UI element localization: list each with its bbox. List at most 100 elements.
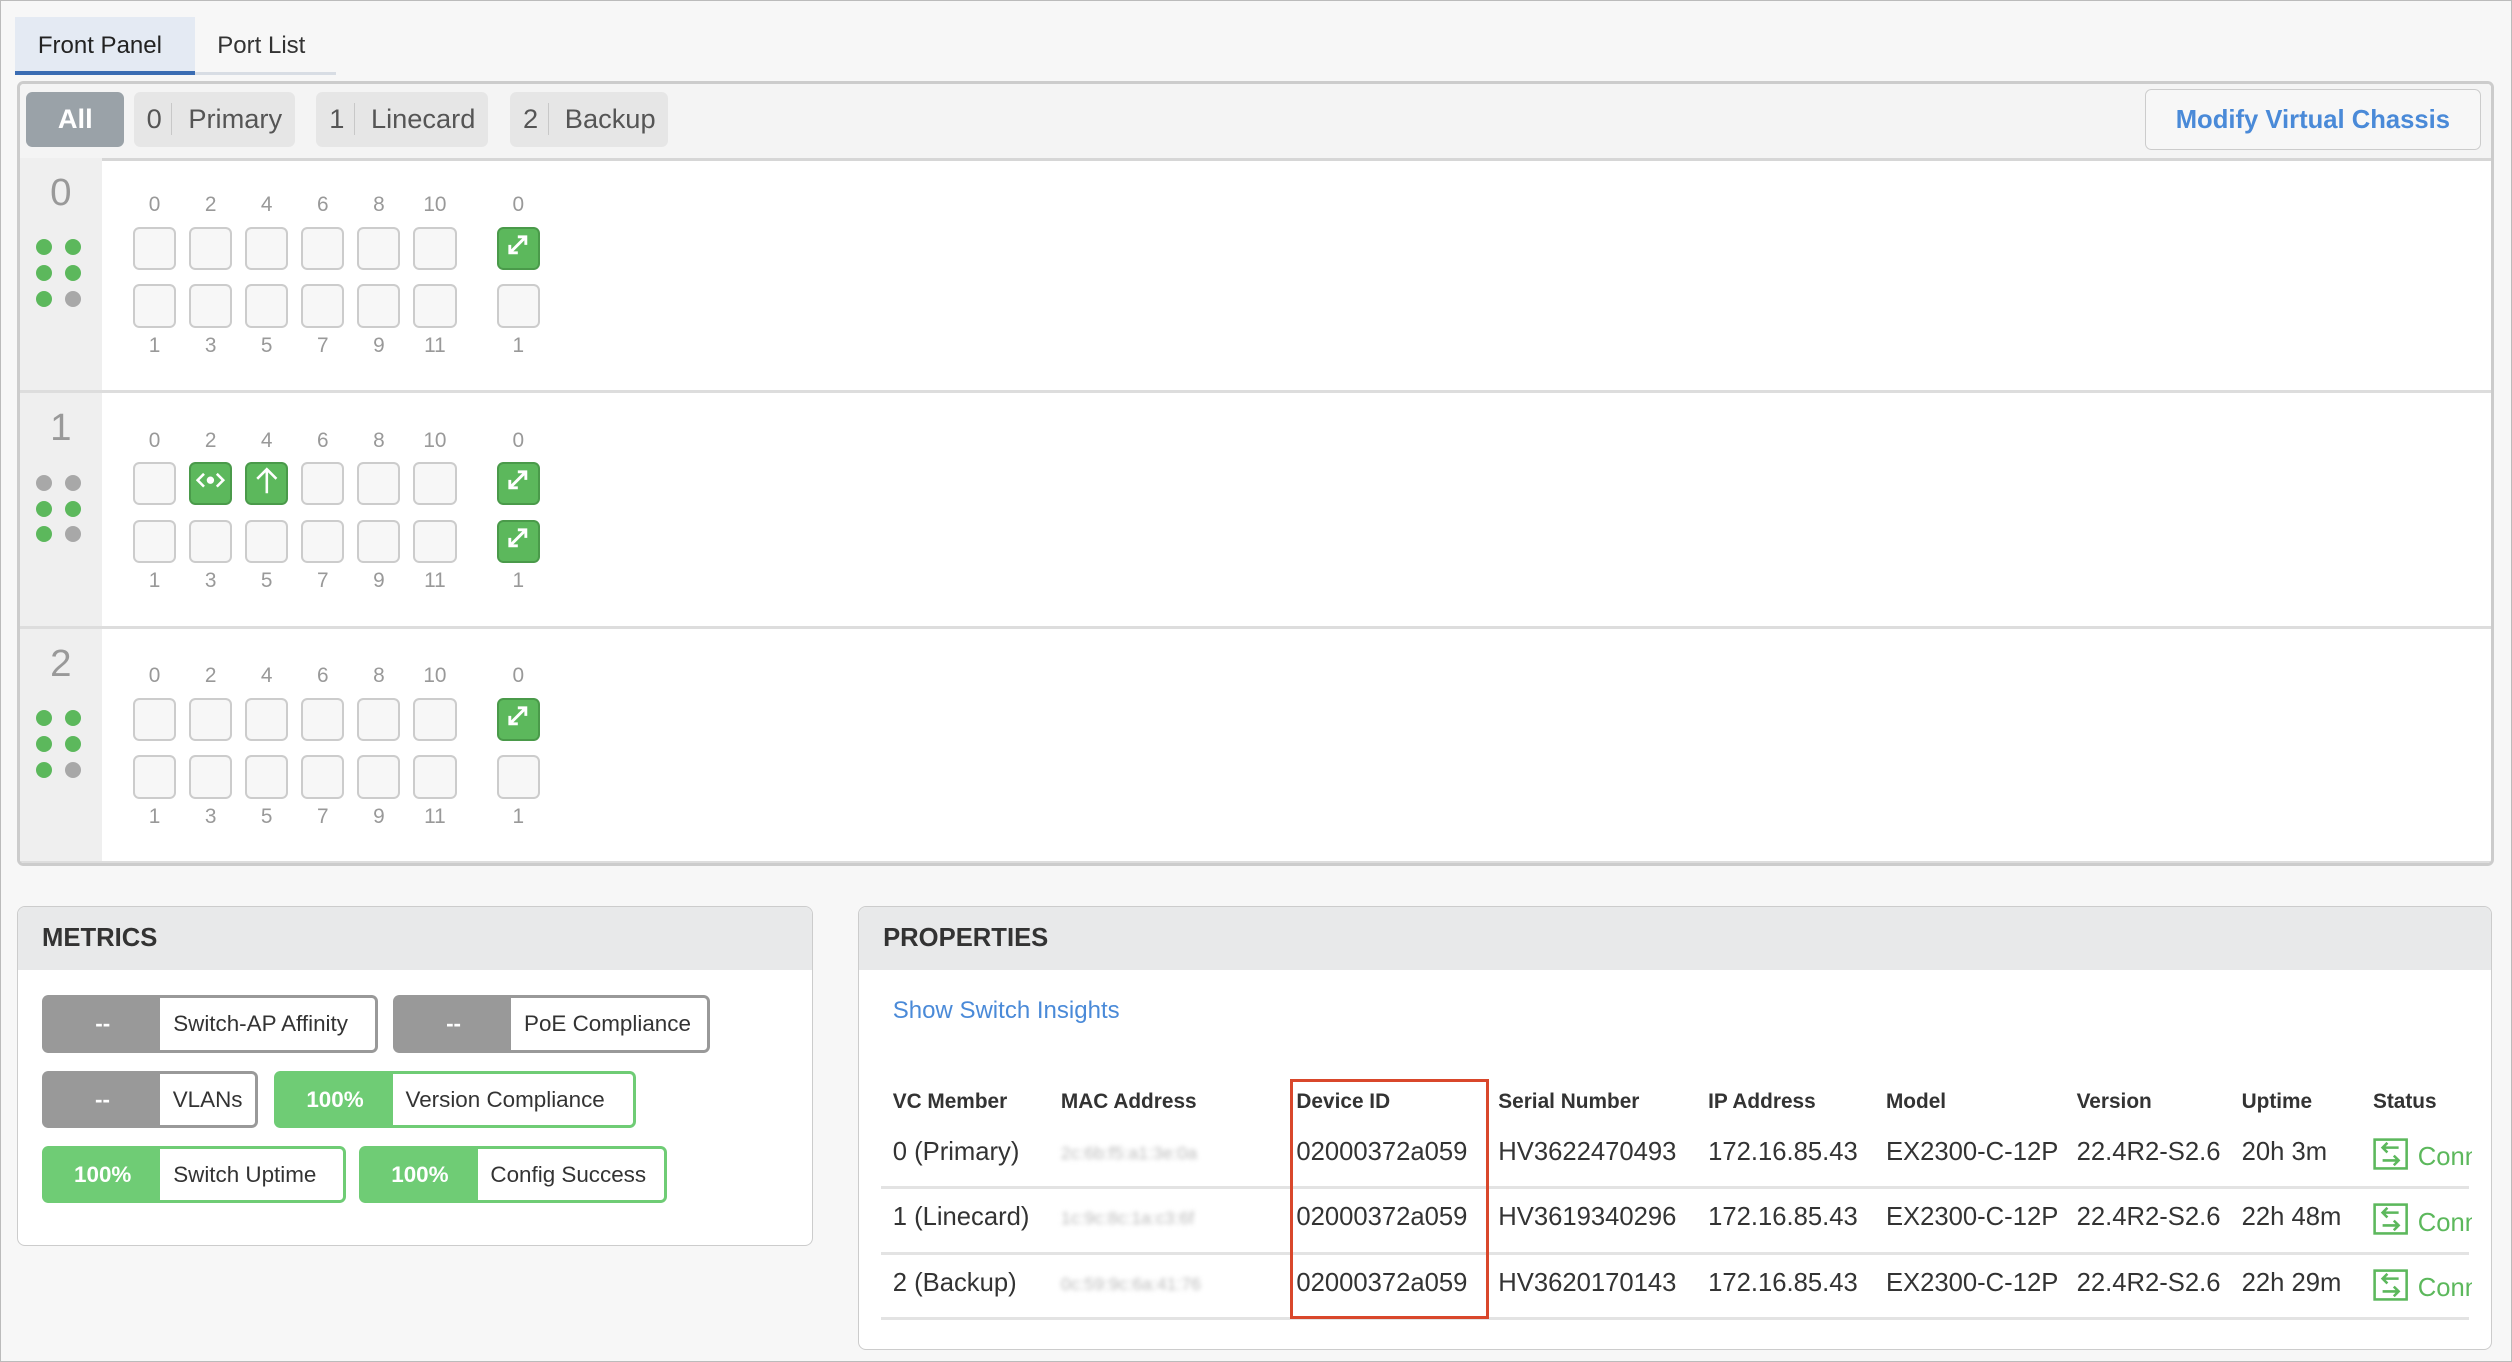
model-cell: EX2300-C-12P	[1885, 1269, 2059, 1298]
properties-card: PROPERTIES Show Switch Insights VC Membe…	[858, 906, 2493, 1350]
column-header[interactable]: MAC Address	[1060, 1089, 1197, 1113]
port-empty[interactable]	[245, 519, 289, 564]
column-header[interactable]: Device ID	[1296, 1089, 1391, 1113]
serial-cell: HV3622470493	[1498, 1137, 1677, 1166]
metric-label: VLANs	[159, 1073, 256, 1126]
show-switch-insights-link[interactable]: Show Switch Insights	[892, 996, 1120, 1024]
port-empty[interactable]	[301, 755, 345, 799]
metric-badge[interactable]: -- Switch-AP Affinity	[42, 995, 379, 1053]
port-empty[interactable]	[413, 284, 457, 328]
column-header[interactable]: IP Address	[1708, 1089, 1816, 1113]
port-uplink[interactable]	[496, 519, 540, 564]
column-header[interactable]: Version	[2076, 1089, 2152, 1113]
status-text: Connected	[2417, 1142, 2472, 1171]
port-empty[interactable]	[413, 462, 457, 506]
port-trunk[interactable]	[189, 462, 233, 506]
port-number-label: 6	[316, 428, 329, 452]
port-empty[interactable]	[301, 697, 345, 741]
column-header[interactable]: Serial Number	[1498, 1089, 1640, 1113]
metric-badge[interactable]: -- VLANs	[42, 1070, 259, 1129]
port-number-label: 6	[316, 193, 329, 217]
metrics-title: METRICS	[18, 907, 813, 970]
metrics-card: METRICS -- Switch-AP Affinity -- PoE Compli…	[17, 906, 814, 1246]
port-empty[interactable]	[301, 462, 345, 506]
filter-all-button[interactable]: All	[26, 92, 125, 147]
port-number-label: 9	[373, 569, 385, 593]
metric-label: Switch-AP Affinity	[160, 998, 376, 1050]
connected-icon	[2373, 1203, 2408, 1242]
member-number: 2	[50, 641, 72, 685]
port-number-label: 10	[423, 428, 447, 452]
port-empty[interactable]	[357, 697, 401, 741]
port-empty[interactable]	[413, 226, 457, 270]
mac-cell: 0c:59:9c:6a:41:76	[1060, 1273, 1201, 1294]
port-number-label: 11	[424, 334, 446, 357]
status-cell: Connected	[2373, 1269, 2472, 1308]
port-empty[interactable]	[132, 284, 177, 328]
metric-badge[interactable]: 100% Switch Uptime	[42, 1145, 347, 1204]
port-empty[interactable]	[132, 697, 177, 741]
port-empty[interactable]	[357, 462, 401, 506]
port-empty[interactable]	[357, 755, 401, 799]
status-led	[64, 526, 81, 543]
status-led	[64, 500, 81, 517]
port-empty[interactable]	[189, 519, 233, 564]
port-number-label: 11	[424, 569, 446, 593]
ip-cell: 172.16.85.43	[1708, 1137, 1858, 1166]
port-empty[interactable]	[413, 697, 457, 741]
port-number-label: 9	[373, 334, 385, 357]
filter-backup-button[interactable]: 2 Backup	[510, 92, 669, 147]
filter-linecard-button[interactable]: 1 Linecard	[316, 92, 489, 147]
port-empty[interactable]	[245, 755, 289, 799]
modify-virtual-chassis-button[interactable]: Modify Virtual Chassis	[2144, 88, 2482, 150]
column-header[interactable]: Status	[2372, 1089, 2437, 1113]
tab-port-list[interactable]: Port List	[194, 17, 336, 75]
column-header[interactable]: Uptime	[2241, 1089, 2313, 1113]
tab-front-panel[interactable]: Front Panel	[15, 17, 195, 75]
port-number-label: 7	[316, 804, 329, 828]
port-number-label: 3	[204, 334, 217, 357]
port-empty[interactable]	[413, 519, 457, 564]
status-led	[36, 736, 53, 753]
port-empty[interactable]	[132, 755, 177, 799]
uplink-arrows-icon	[505, 525, 531, 558]
column-header[interactable]: VC Member	[892, 1089, 1008, 1113]
status-led	[36, 290, 53, 307]
member-cell: 0 (Primary)	[892, 1137, 1020, 1166]
metric-label: Version Compliance	[392, 1073, 634, 1126]
metric-badge[interactable]: 100% Config Success	[359, 1145, 667, 1204]
port-empty[interactable]	[301, 519, 345, 564]
port-empty[interactable]	[413, 755, 457, 799]
port-empty[interactable]	[496, 755, 540, 799]
port-empty[interactable]	[132, 519, 177, 564]
port-empty[interactable]	[357, 284, 401, 328]
port-empty[interactable]	[496, 284, 540, 328]
port-uplink-arrow[interactable]	[245, 462, 289, 506]
port-empty[interactable]	[301, 226, 345, 270]
port-empty[interactable]	[357, 226, 401, 270]
metric-value: --	[446, 1011, 462, 1037]
column-header[interactable]: Model	[1885, 1089, 1947, 1113]
port-uplink[interactable]	[496, 226, 540, 270]
port-empty[interactable]	[357, 519, 401, 564]
port-empty[interactable]	[301, 284, 345, 328]
filter-primary-button[interactable]: 0 Primary	[133, 92, 295, 147]
port-number-label: 6	[316, 664, 329, 687]
port-empty[interactable]	[189, 697, 233, 741]
port-empty[interactable]	[245, 697, 289, 741]
port-empty[interactable]	[132, 226, 177, 270]
connected-icon	[2373, 1269, 2408, 1308]
port-uplink[interactable]	[496, 462, 540, 506]
port-empty[interactable]	[132, 462, 177, 506]
metric-badge[interactable]: -- PoE Compliance	[392, 995, 711, 1053]
trunk-port-icon	[196, 469, 226, 498]
port-empty[interactable]	[245, 226, 289, 270]
port-empty[interactable]	[189, 226, 233, 270]
port-empty[interactable]	[189, 284, 233, 328]
port-empty[interactable]	[189, 755, 233, 799]
metric-badge[interactable]: 100% Version Compliance	[274, 1070, 637, 1129]
port-empty[interactable]	[245, 284, 289, 328]
member-role: Primary	[188, 103, 283, 135]
metric-value: 100%	[306, 1086, 364, 1112]
port-uplink[interactable]	[496, 697, 540, 741]
